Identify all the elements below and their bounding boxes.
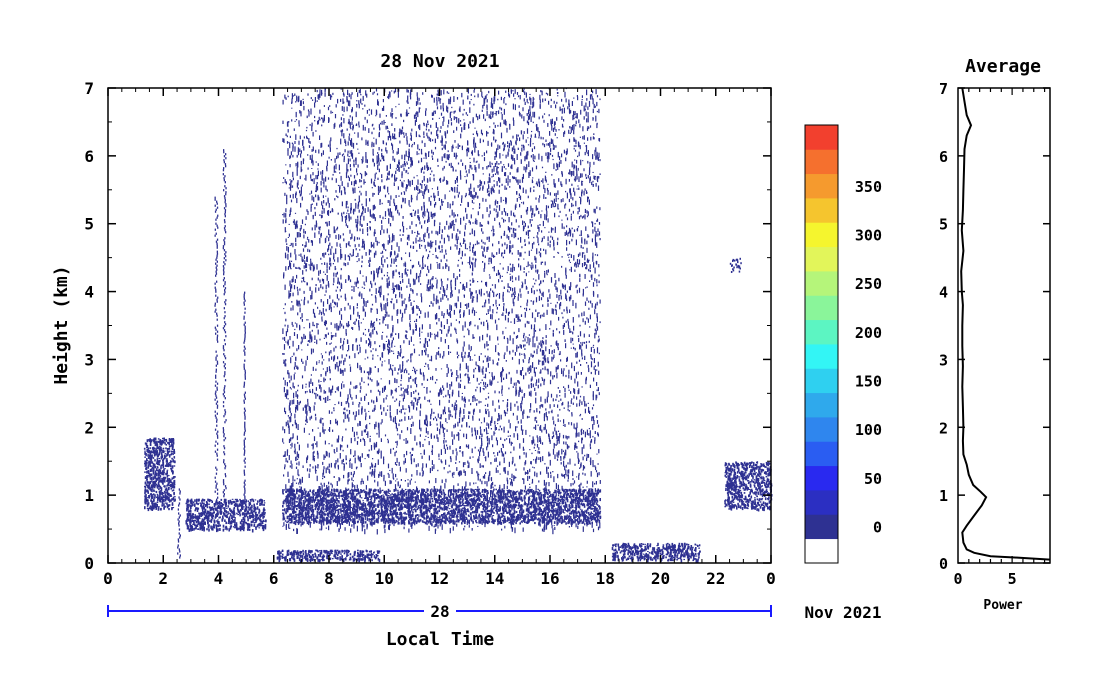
heat-region-5: [185, 498, 267, 533]
x-tick-label: 12: [430, 569, 449, 588]
colorbar-swatch: [805, 490, 838, 515]
colorbar-swatch: [805, 514, 838, 540]
colorbar-swatch: [805, 295, 838, 321]
colorbar-tick-label: 50: [864, 470, 882, 488]
profile-y-tick-label: 5: [939, 216, 948, 234]
colorbar-tick-label: 0: [873, 519, 882, 537]
heatmap-data: [143, 88, 773, 563]
x-tick-label: 0: [766, 569, 776, 588]
colorbar-swatch: [805, 392, 838, 418]
average-profile: 0 1 2 3 4 5 6 7 0 5: [939, 80, 1051, 588]
colorbar-swatch: [805, 344, 838, 369]
heat-region-1: [282, 88, 601, 535]
y-tick-label: 2: [84, 418, 94, 437]
x-tick-label: 20: [651, 569, 670, 588]
x-tick-label: 6: [269, 569, 279, 588]
heat-region-10: [611, 542, 701, 563]
x-tick-label: 16: [540, 569, 559, 588]
y-tick-label: 6: [84, 147, 94, 166]
profile-x-tick-label: 5: [1008, 570, 1017, 588]
y-tick-label: 3: [84, 350, 94, 369]
x-tick-label: 18: [596, 569, 615, 588]
profile-line: [960, 87, 1051, 561]
colorbar-swatch: [805, 538, 838, 564]
colorbar-swatch: [805, 271, 838, 296]
y-tick-label: 0: [84, 554, 94, 573]
profile-y-tick-label: 3: [939, 351, 948, 369]
colorbar-tick-label: 300: [855, 227, 882, 245]
date-day-label: 28: [430, 602, 449, 621]
chart-title: 28 Nov 2021: [380, 51, 499, 72]
profile-x-axis-label: Power: [983, 598, 1022, 613]
profile-y-tick-label: 7: [939, 80, 948, 98]
heat-region-3: [143, 437, 176, 512]
profile-frame: [957, 87, 1051, 564]
colorbar: 0 50 100 150 200 250 300 350: [804, 124, 882, 564]
x-axis-label: Local Time: [386, 629, 495, 650]
colorbar-swatch: [805, 198, 838, 223]
y-tick-label: 4: [84, 283, 94, 302]
colorbar-swatch: [805, 125, 838, 150]
heat-region-2: [282, 488, 602, 526]
heat-region-6: [214, 196, 219, 509]
colorbar-swatch: [805, 417, 838, 442]
x-tick-label: 22: [706, 569, 725, 588]
heat-region-9: [276, 549, 381, 563]
heat-region-4: [177, 488, 181, 559]
colorbar-tick-label: 150: [855, 373, 882, 391]
colorbar-swatch: [805, 222, 838, 248]
colorbar-frame: [804, 124, 839, 564]
y-axis-ticks: 0 1 2 3 4 5 6 7: [84, 79, 771, 573]
colorbar-tick-label: 250: [855, 275, 882, 293]
colorbar-tick-label: 200: [855, 324, 882, 342]
colorbar-swatch: [805, 465, 838, 491]
x-tick-label: 2: [158, 569, 168, 588]
colorbar-swatch: [805, 246, 838, 272]
heat-region-11: [729, 257, 742, 273]
profile-x-tick-label: 0: [953, 570, 962, 588]
x-tick-label: 10: [375, 569, 394, 588]
colorbar-swatch: [805, 368, 838, 394]
colorbar-swatch: [805, 149, 838, 175]
colorbar-tick-label: 350: [855, 178, 882, 196]
profile-y-tick-label: 0: [939, 555, 948, 573]
heat-region-8: [243, 291, 246, 510]
profile-y-tick-label: 2: [939, 419, 948, 437]
profile-y-tick-label: 6: [939, 148, 948, 166]
profile-y-tick-label: 4: [939, 284, 948, 302]
date-month-label: Nov 2021: [804, 603, 881, 622]
heat-region-12: [724, 461, 773, 512]
date-axis: 28: [107, 602, 772, 621]
y-tick-label: 1: [84, 486, 94, 505]
colorbar-tick-label: 100: [855, 421, 882, 439]
colorbar-swatch: [805, 319, 838, 345]
x-axis-ticks: 0 2 4 6 8 10 12 14 16 18 20 22 0: [103, 88, 776, 588]
colorbar-swatch: [805, 173, 838, 199]
x-tick-label: 8: [324, 569, 334, 588]
x-tick-label: 0: [103, 569, 113, 588]
y-axis-label: Height (km): [51, 265, 72, 384]
x-tick-label: 14: [485, 569, 504, 588]
y-tick-label: 7: [84, 79, 94, 98]
heat-region-7: [222, 149, 227, 510]
profile-y-tick-label: 1: [939, 487, 948, 505]
colorbar-swatch: [805, 441, 838, 467]
profile-title: Average: [965, 56, 1041, 77]
y-tick-label: 5: [84, 215, 94, 234]
x-tick-label: 4: [214, 569, 224, 588]
